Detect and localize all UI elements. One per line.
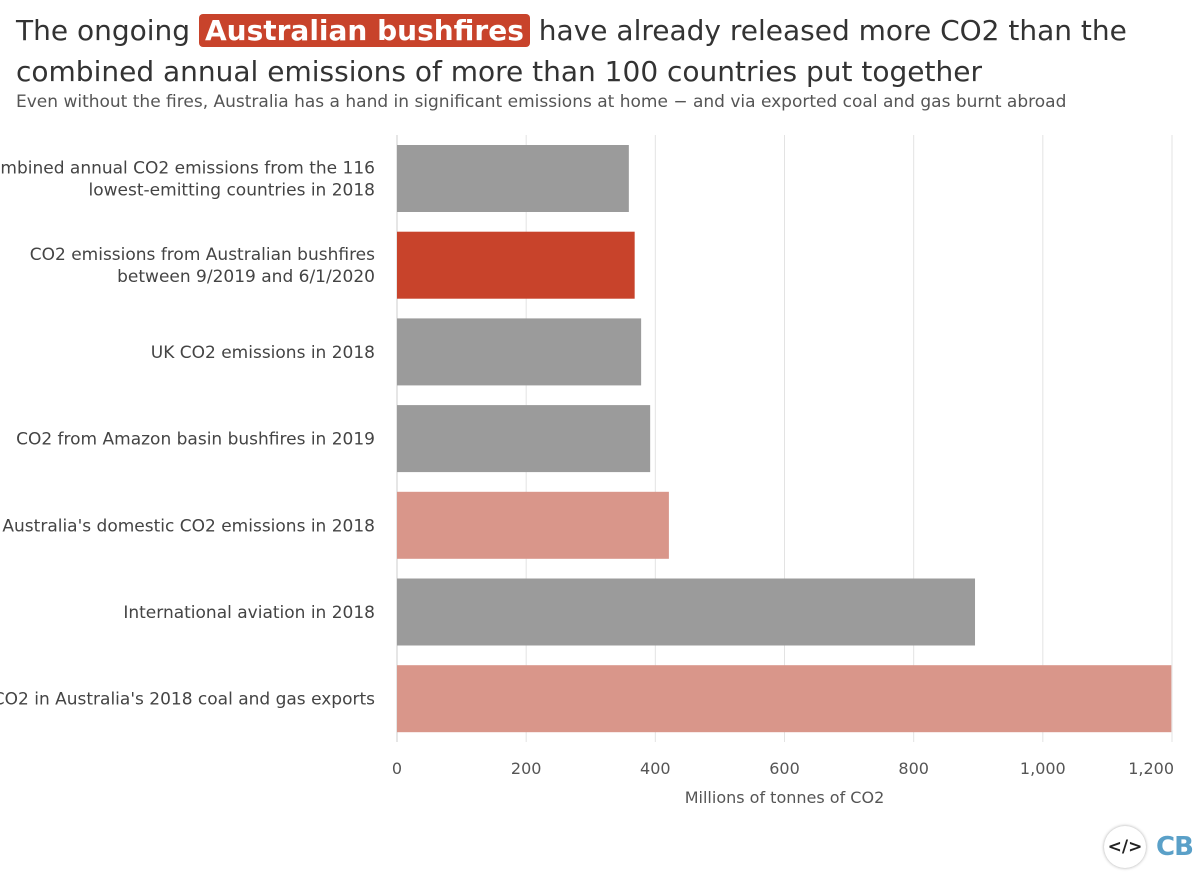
- category-label-line: UK CO2 emissions in 2018: [151, 343, 375, 363]
- bar: [397, 318, 642, 386]
- code-embed-icon[interactable]: </>: [1104, 826, 1146, 868]
- category-label: CO2 emissions from Australian bushfires b…: [30, 245, 375, 287]
- bar: [397, 405, 651, 473]
- carbon-brief-logo: CB: [1156, 832, 1194, 862]
- category-label-line: CO2 in Australia's 2018 coal and gas exp…: [0, 690, 375, 710]
- title-suffix: have already released more CO2 than the …: [16, 14, 1127, 88]
- category-label: UK CO2 emissions in 2018: [151, 343, 375, 363]
- category-label-line: lowest-emitting countries in 2018: [89, 181, 375, 201]
- category-label-line: Combined annual CO2 emissions from the 1…: [0, 159, 375, 179]
- bar: [397, 231, 635, 299]
- x-tick-label: 800: [898, 759, 929, 778]
- category-label: CO2 from Amazon basin bushfires in 2019: [16, 430, 375, 450]
- bar: [397, 665, 1172, 733]
- x-tick-label: 200: [511, 759, 542, 778]
- category-label: CO2 in Australia's 2018 coal and gas exp…: [0, 690, 375, 710]
- bar: [397, 145, 629, 212]
- category-label-line: International aviation in 2018: [123, 603, 375, 623]
- category-label-line: CO2 from Amazon basin bushfires in 2019: [16, 430, 375, 450]
- category-label-line: CO2 emissions from Australian bushfires: [30, 245, 375, 265]
- x-tick-label: 400: [640, 759, 671, 778]
- category-label: Australia's domestic CO2 emissions in 20…: [2, 516, 375, 536]
- category-label-line: between 9/2019 and 6/1/2020: [117, 267, 375, 287]
- title-highlight: Australian bushfires: [198, 14, 530, 47]
- title-prefix: The ongoing: [16, 14, 199, 47]
- x-tick-label: 1,000: [1020, 759, 1066, 778]
- bar: [397, 578, 976, 646]
- x-tick-label: 1,200: [1128, 759, 1174, 778]
- x-tick-label: 600: [769, 759, 800, 778]
- chart-title: The ongoing Australian bushfires have al…: [16, 10, 1186, 92]
- category-label-line: Australia's domestic CO2 emissions in 20…: [2, 516, 375, 536]
- bar: [397, 491, 669, 559]
- x-tick-label: 0: [392, 759, 402, 778]
- x-axis-title: Millions of tonnes of CO2: [685, 788, 885, 807]
- chart-subtitle: Even without the fires, Australia has a …: [16, 92, 1067, 112]
- category-label: Combined annual CO2 emissions from the 1…: [0, 159, 375, 201]
- category-label: International aviation in 2018: [123, 603, 375, 623]
